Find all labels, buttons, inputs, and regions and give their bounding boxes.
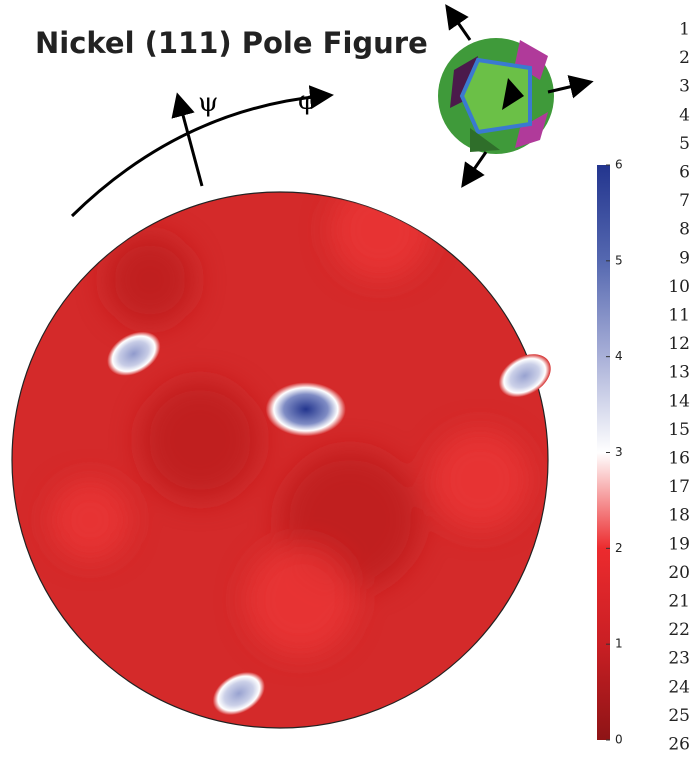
line-number: 6 (679, 163, 690, 183)
texture-blob (330, 180, 430, 280)
colorbar: 0 1 2 3 4 5 6 (597, 158, 623, 747)
tick-label: 6 (615, 158, 623, 172)
texture-blob (140, 380, 260, 500)
pole-plot (12, 180, 558, 728)
line-number: 3 (679, 77, 690, 97)
tick-label: 1 (615, 637, 623, 651)
texture-blob (245, 545, 355, 655)
line-number: 21 (668, 592, 690, 612)
line-number: 9 (679, 248, 690, 268)
line-number: 2 (679, 48, 690, 68)
title: Nickel (111) Pole Figure (35, 26, 428, 60)
tick-label: 2 (615, 541, 623, 555)
line-number: 18 (668, 506, 690, 526)
texture-blob (430, 430, 530, 530)
line-number: 1 (679, 20, 690, 40)
line-number: 8 (679, 220, 690, 240)
tick-label: 3 (615, 445, 623, 459)
line-number: 19 (668, 534, 690, 554)
texture-blob (105, 235, 195, 325)
pole-peak (266, 382, 346, 436)
crystal-icon (438, 38, 554, 154)
line-number: 12 (668, 334, 690, 354)
axis-arrow (452, 14, 470, 40)
tick-label: 4 (615, 349, 623, 363)
line-number: 16 (668, 449, 690, 469)
line-number: 26 (668, 735, 690, 755)
line-number: 10 (668, 277, 690, 297)
tick-label: 5 (615, 253, 623, 267)
line-number: 22 (668, 620, 690, 640)
figure: Nickel (111) Pole Figure ψ φ 0123456 123… (0, 0, 700, 755)
psi-label: ψ (198, 88, 218, 118)
texture-blob (50, 480, 130, 560)
line-number: 14 (668, 391, 690, 411)
line-number: 11 (668, 306, 690, 326)
line-number: 25 (668, 706, 690, 726)
line-number: 23 (668, 649, 690, 669)
line-number: 24 (668, 677, 690, 697)
phi-label: φ (298, 86, 316, 116)
line-number: 15 (668, 420, 690, 440)
line-number: 4 (679, 105, 690, 125)
line-number: 17 (668, 477, 690, 497)
tick-label: 0 (615, 733, 623, 747)
line-number: 20 (668, 563, 690, 583)
line-number: 13 (668, 363, 690, 383)
line-number: 5 (679, 134, 690, 154)
axis-arrow (468, 152, 486, 178)
line-numbers: 1234567891011121314151617181920212223242… (668, 20, 690, 755)
line-number: 7 (679, 191, 690, 211)
